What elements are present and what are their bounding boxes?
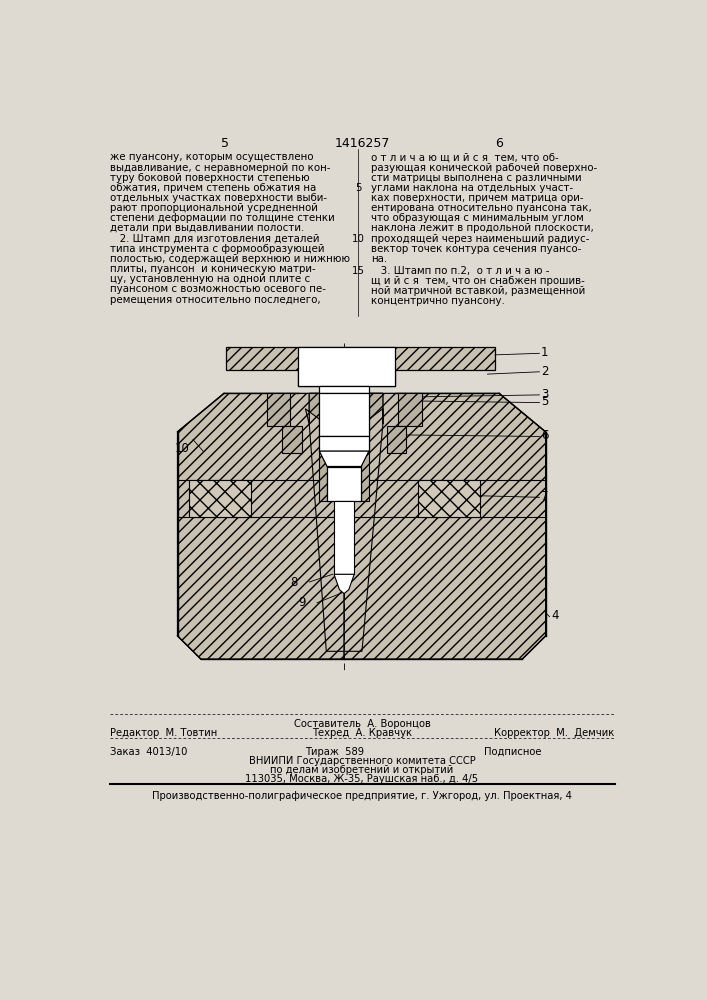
Text: по делам изобретений и открытий: по делам изобретений и открытий bbox=[270, 765, 454, 775]
Text: Редактор  М. Товтин: Редактор М. Товтин bbox=[110, 728, 217, 738]
Text: 2. Штамп для изготовления деталей: 2. Штамп для изготовления деталей bbox=[110, 234, 320, 244]
Polygon shape bbox=[320, 451, 369, 466]
Text: Составитель  А. Воронцов: Составитель А. Воронцов bbox=[293, 719, 431, 729]
Polygon shape bbox=[320, 393, 327, 501]
Text: Корректор  М.  Демчик: Корректор М. Демчик bbox=[494, 728, 614, 738]
Text: ВНИИПИ Государственного комитета СССР: ВНИИПИ Государственного комитета СССР bbox=[249, 756, 475, 766]
Text: вектор точек контура сечения пуансо-: вектор точек контура сечения пуансо- bbox=[371, 244, 582, 254]
Polygon shape bbox=[305, 393, 344, 436]
Text: 10: 10 bbox=[351, 234, 365, 244]
Text: Техред  А. Кравчук: Техред А. Кравчук bbox=[312, 728, 412, 738]
Text: 5: 5 bbox=[221, 137, 229, 150]
Text: 2: 2 bbox=[541, 365, 549, 378]
Bar bbox=[387, 426, 406, 453]
Text: рают пропорциональной усредненной: рают пропорциональной усредненной bbox=[110, 203, 318, 213]
Text: 5: 5 bbox=[541, 395, 549, 408]
Text: 9: 9 bbox=[298, 596, 305, 609]
Text: разующая конической рабочей поверхно-: разующая конической рабочей поверхно- bbox=[371, 163, 597, 173]
Text: степени деформации по толщине стенки: степени деформации по толщине стенки bbox=[110, 213, 335, 223]
Polygon shape bbox=[344, 393, 546, 659]
Polygon shape bbox=[344, 393, 383, 436]
Text: ной матричной вставкой, размещенной: ной матричной вставкой, размещенной bbox=[371, 286, 585, 296]
Text: отдельных участках поверхности выби-: отдельных участках поверхности выби- bbox=[110, 193, 327, 203]
Text: о т л и ч а ю щ и й с я  тем, что об-: о т л и ч а ю щ и й с я тем, что об- bbox=[371, 152, 559, 162]
Text: наклона лежит в продольной плоскости,: наклона лежит в продольной плоскости, bbox=[371, 223, 594, 233]
Text: щ и й с я  тем, что он снабжен прошив-: щ и й с я тем, что он снабжен прошив- bbox=[371, 276, 585, 286]
Text: 6: 6 bbox=[541, 429, 549, 442]
Bar bbox=[189, 480, 251, 517]
Text: на.: на. bbox=[371, 254, 387, 264]
Text: 15: 15 bbox=[351, 266, 365, 276]
Text: Заказ  4013/10: Заказ 4013/10 bbox=[110, 747, 187, 757]
Text: Подписное: Подписное bbox=[484, 747, 541, 757]
Text: 10: 10 bbox=[174, 442, 189, 455]
Text: углами наклона на отдельных участ-: углами наклона на отдельных участ- bbox=[371, 183, 573, 193]
Polygon shape bbox=[344, 393, 383, 651]
Text: пуансоном с возможностью осевого пе-: пуансоном с возможностью осевого пе- bbox=[110, 284, 326, 294]
Polygon shape bbox=[361, 393, 369, 501]
Polygon shape bbox=[177, 393, 344, 659]
Text: концентрично пуансону.: концентрично пуансону. bbox=[371, 296, 505, 306]
Bar bbox=[320, 393, 369, 436]
Bar bbox=[418, 480, 480, 517]
Bar bbox=[320, 436, 369, 451]
Text: 8: 8 bbox=[291, 576, 298, 588]
Text: Тираж  589: Тираж 589 bbox=[305, 747, 365, 757]
Text: 113035, Москва, Ж-35, Раушская наб., д. 4/5: 113035, Москва, Ж-35, Раушская наб., д. … bbox=[245, 774, 479, 784]
Text: 7: 7 bbox=[541, 490, 549, 503]
Text: сти матрицы выполнена с различными: сти матрицы выполнена с различными bbox=[371, 173, 582, 183]
Text: ентирована относительно пуансона так,: ентирована относительно пуансона так, bbox=[371, 203, 592, 213]
Text: проходящей через наименьший радиус-: проходящей через наименьший радиус- bbox=[371, 234, 590, 244]
Polygon shape bbox=[334, 574, 354, 594]
Text: плиты, пуансон  и коническую матри-: плиты, пуансон и коническую матри- bbox=[110, 264, 316, 274]
Bar bbox=[282, 426, 301, 453]
Text: 1: 1 bbox=[541, 346, 549, 359]
Text: полостью, содержащей верхнюю и нижнюю: полостью, содержащей верхнюю и нижнюю bbox=[110, 254, 350, 264]
Bar bbox=[398, 393, 421, 426]
Text: выдавливание, с неравномерной по кон-: выдавливание, с неравномерной по кон- bbox=[110, 163, 331, 173]
Text: 1416257: 1416257 bbox=[334, 137, 390, 150]
Text: 6: 6 bbox=[495, 137, 503, 150]
Text: 3. Штамп по п.2,  о т л и ч а ю -: 3. Штамп по п.2, о т л и ч а ю - bbox=[371, 266, 550, 276]
Text: 3: 3 bbox=[541, 388, 549, 401]
Text: типа инструмента с формообразующей: типа инструмента с формообразующей bbox=[110, 244, 325, 254]
Text: детали при выдавливании полости.: детали при выдавливании полости. bbox=[110, 223, 304, 233]
Polygon shape bbox=[309, 393, 344, 651]
Polygon shape bbox=[344, 347, 495, 386]
Bar bbox=[267, 393, 290, 426]
Text: 4: 4 bbox=[551, 609, 559, 622]
Text: цу, установленную на одной плите с: цу, установленную на одной плите с bbox=[110, 274, 310, 284]
Polygon shape bbox=[226, 347, 344, 386]
Text: ремещения относительно последнего,: ремещения относительно последнего, bbox=[110, 295, 321, 305]
Text: Производственно-полиграфическое предприятие, г. Ужгород, ул. Проектная, 4: Производственно-полиграфическое предприя… bbox=[152, 791, 572, 801]
Text: же пуансону, которым осуществлено: же пуансону, которым осуществлено bbox=[110, 152, 314, 162]
Text: 5: 5 bbox=[355, 183, 361, 193]
Bar bbox=[334, 501, 354, 574]
Bar bbox=[298, 347, 395, 386]
Bar bbox=[327, 466, 361, 501]
Text: ках поверхности, причем матрица ори-: ках поверхности, причем матрица ори- bbox=[371, 193, 584, 203]
Bar bbox=[320, 386, 369, 393]
Text: туру боковой поверхности степенью: туру боковой поверхности степенью bbox=[110, 173, 310, 183]
Text: обжатия, причем степень обжатия на: обжатия, причем степень обжатия на bbox=[110, 183, 316, 193]
Text: что образующая с минимальным углом: что образующая с минимальным углом bbox=[371, 213, 584, 223]
